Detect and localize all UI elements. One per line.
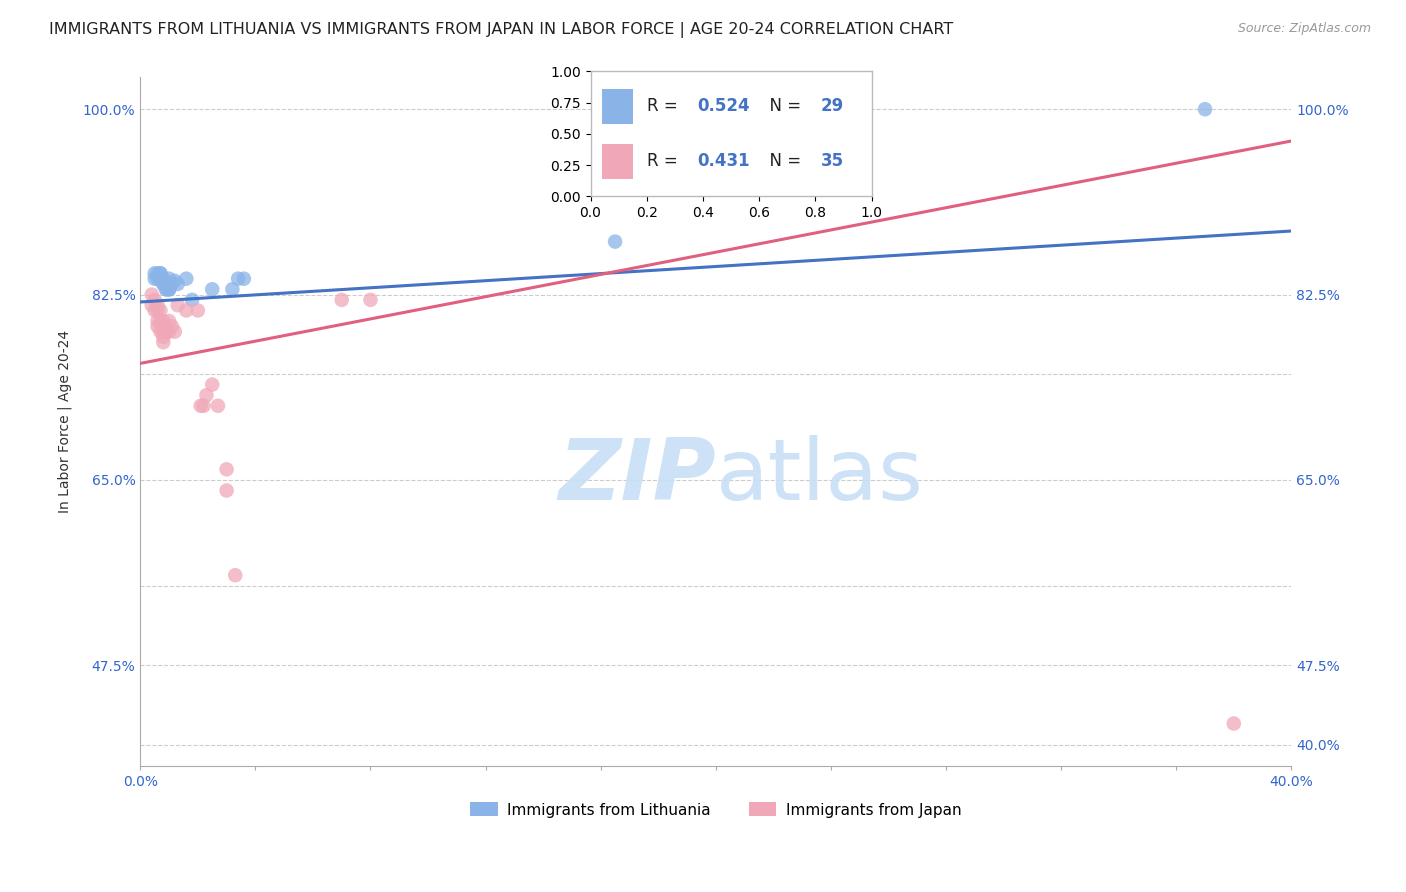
Point xyxy=(157,282,180,296)
Y-axis label: In Labor Force | Age 20-24: In Labor Force | Age 20-24 xyxy=(58,330,72,513)
FancyBboxPatch shape xyxy=(602,89,633,124)
Point xyxy=(146,319,169,334)
Point xyxy=(176,271,198,285)
Text: ZIP: ZIP xyxy=(558,435,716,518)
Text: 0.431: 0.431 xyxy=(697,153,749,170)
Text: atlas: atlas xyxy=(716,435,924,518)
Point xyxy=(149,266,172,280)
Point xyxy=(232,271,254,285)
Point xyxy=(152,271,174,285)
Point xyxy=(143,271,166,285)
Point xyxy=(143,293,166,307)
Text: 29: 29 xyxy=(821,97,845,115)
Point xyxy=(155,325,177,339)
Point xyxy=(149,303,172,318)
Point xyxy=(163,274,186,288)
Point xyxy=(155,282,177,296)
Point xyxy=(160,319,183,334)
Legend: Immigrants from Lithuania, Immigrants from Japan: Immigrants from Lithuania, Immigrants fr… xyxy=(464,797,967,823)
Point xyxy=(141,287,163,301)
Point xyxy=(190,399,212,413)
Point xyxy=(146,298,169,312)
Point xyxy=(152,330,174,344)
Point xyxy=(221,282,243,296)
Point xyxy=(360,293,382,307)
Text: Source: ZipAtlas.com: Source: ZipAtlas.com xyxy=(1237,22,1371,36)
Point xyxy=(149,271,172,285)
Point xyxy=(201,377,224,392)
Point xyxy=(141,298,163,312)
Point xyxy=(155,277,177,291)
Point xyxy=(146,266,169,280)
Point xyxy=(157,282,180,296)
Point xyxy=(157,325,180,339)
Point xyxy=(163,325,186,339)
Point xyxy=(1194,102,1216,116)
Point xyxy=(152,277,174,291)
Point xyxy=(149,325,172,339)
Point xyxy=(181,293,204,307)
Point xyxy=(157,314,180,328)
Point xyxy=(226,271,249,285)
Point xyxy=(603,235,626,249)
Text: R =: R = xyxy=(647,97,683,115)
Point xyxy=(152,325,174,339)
Point xyxy=(157,271,180,285)
Text: N =: N = xyxy=(759,153,807,170)
Point xyxy=(330,293,353,307)
Text: R =: R = xyxy=(647,153,683,170)
Point xyxy=(146,314,169,328)
Point xyxy=(152,277,174,291)
Point xyxy=(201,282,224,296)
Point xyxy=(215,483,238,498)
Point xyxy=(215,462,238,476)
Point xyxy=(149,266,172,280)
Point xyxy=(193,399,215,413)
Point xyxy=(146,303,169,318)
Point xyxy=(152,314,174,328)
Point xyxy=(166,277,188,291)
Text: N =: N = xyxy=(759,97,807,115)
Point xyxy=(143,266,166,280)
Point xyxy=(149,314,172,328)
Text: IMMIGRANTS FROM LITHUANIA VS IMMIGRANTS FROM JAPAN IN LABOR FORCE | AGE 20-24 CO: IMMIGRANTS FROM LITHUANIA VS IMMIGRANTS … xyxy=(49,22,953,38)
Point xyxy=(155,282,177,296)
Point xyxy=(187,303,209,318)
Text: 35: 35 xyxy=(821,153,844,170)
Point xyxy=(195,388,218,402)
Point xyxy=(146,271,169,285)
Point xyxy=(166,298,188,312)
Point xyxy=(207,399,229,413)
Point xyxy=(176,303,198,318)
Point xyxy=(224,568,246,582)
FancyBboxPatch shape xyxy=(602,144,633,178)
Point xyxy=(143,303,166,318)
Point xyxy=(160,277,183,291)
Point xyxy=(157,282,180,296)
Point xyxy=(633,102,655,116)
Point xyxy=(152,335,174,350)
Point xyxy=(149,271,172,285)
Point xyxy=(1223,716,1246,731)
Text: 0.524: 0.524 xyxy=(697,97,749,115)
